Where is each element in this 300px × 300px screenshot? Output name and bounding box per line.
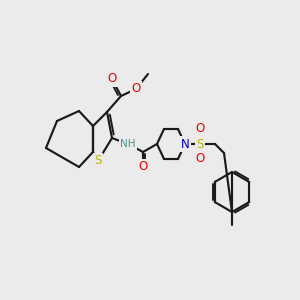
Text: O: O bbox=[107, 73, 117, 85]
Text: NH: NH bbox=[120, 139, 136, 149]
Text: S: S bbox=[94, 154, 102, 167]
Text: N: N bbox=[181, 137, 189, 151]
Text: O: O bbox=[131, 82, 141, 95]
Text: O: O bbox=[195, 122, 205, 136]
Text: O: O bbox=[195, 152, 205, 166]
Text: O: O bbox=[138, 160, 148, 173]
Text: S: S bbox=[196, 137, 204, 151]
